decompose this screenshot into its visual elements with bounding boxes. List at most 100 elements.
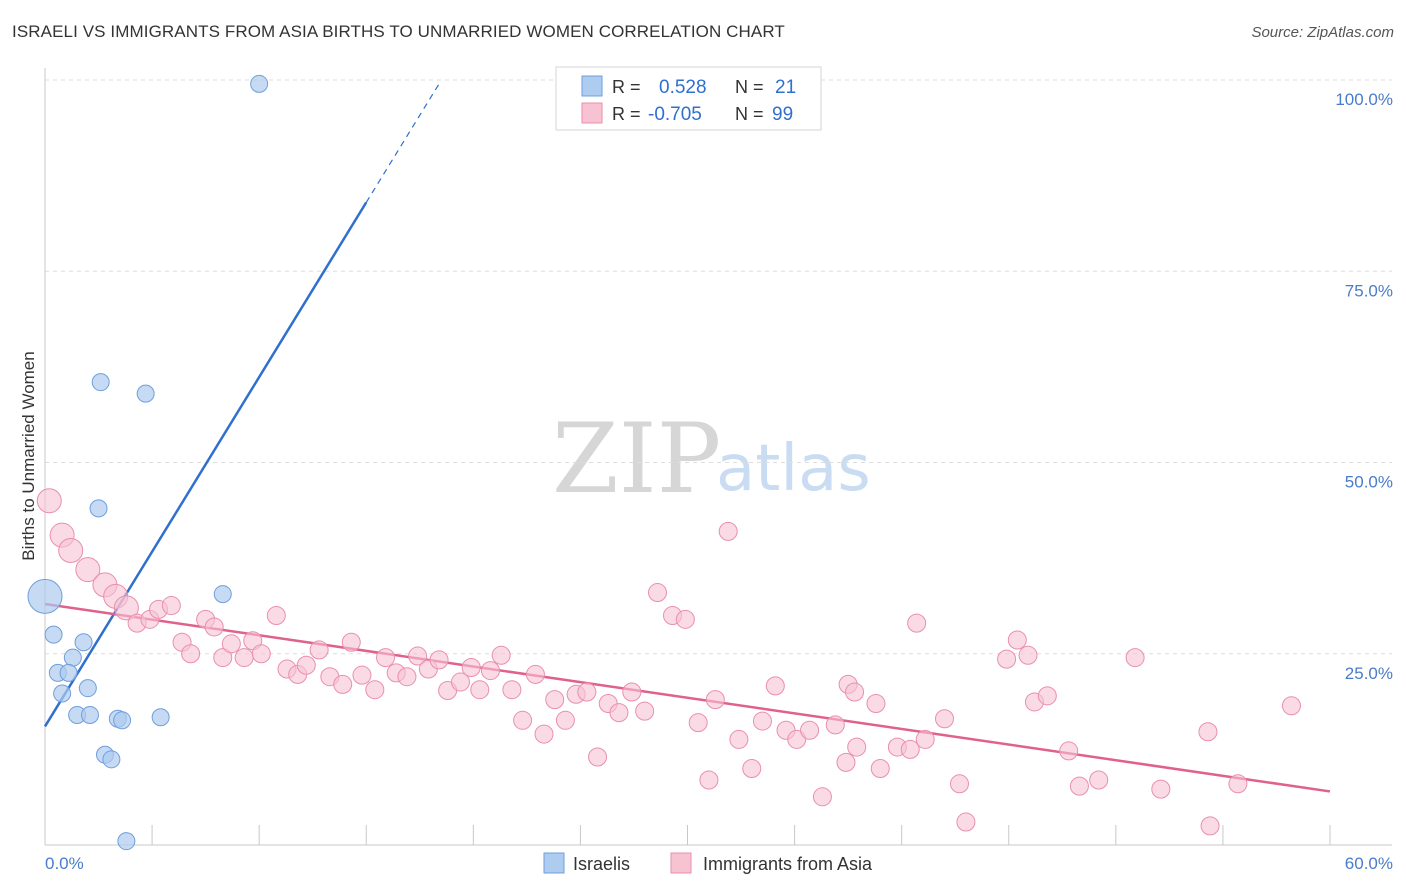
asia-point — [870, 759, 890, 778]
asia-point — [1089, 770, 1109, 790]
asia-point — [675, 609, 695, 629]
asia-point — [1228, 774, 1248, 794]
legend-asia-swatch — [670, 852, 692, 874]
asia-point — [234, 648, 254, 668]
asia-point — [1037, 686, 1057, 706]
asia-point — [825, 715, 845, 735]
asia-point — [1069, 776, 1089, 796]
asia-point — [752, 711, 772, 731]
asia-point — [352, 665, 372, 685]
asia-point — [204, 617, 224, 637]
asia-point — [609, 703, 629, 723]
israelis-point — [213, 585, 232, 604]
israelis-point — [59, 663, 78, 682]
asia-point — [900, 739, 920, 759]
asia-point — [845, 682, 865, 702]
asia-point — [309, 640, 329, 660]
grid — [45, 79, 1392, 845]
asia-n-label: N = — [735, 104, 764, 124]
y-tick-label: 100.0% — [1335, 90, 1393, 109]
asia-point — [113, 595, 139, 621]
asia-point — [1018, 645, 1038, 665]
asia-point — [251, 644, 271, 664]
y-tick-label: 25.0% — [1345, 664, 1393, 683]
asia-point — [213, 648, 233, 668]
asia-point — [742, 759, 762, 778]
asia-point — [1007, 630, 1027, 650]
asia-point — [765, 676, 785, 696]
asia-swatch — [581, 102, 603, 124]
asia-point — [648, 583, 668, 603]
israelis-point — [53, 684, 72, 703]
watermark-zip: ZIP — [552, 403, 721, 515]
israelis-point — [74, 633, 93, 652]
asia-point — [58, 537, 84, 563]
asia-point — [461, 658, 481, 678]
chart-title: ISRAELI VS IMMIGRANTS FROM ASIA BIRTHS T… — [12, 22, 785, 41]
israelis-n-label: N = — [735, 77, 764, 97]
watermark: ZIP atlas — [552, 403, 871, 515]
asia-point — [1125, 648, 1145, 668]
asia-point — [688, 713, 708, 733]
asia-point — [1059, 741, 1079, 761]
asia-point — [812, 787, 832, 807]
asia-point — [513, 710, 533, 730]
israelis-r-value: 0.528 — [659, 77, 707, 98]
asia-point — [450, 672, 470, 692]
x-tick-label-min: 0.0% — [45, 854, 84, 873]
asia-point — [221, 634, 241, 654]
israelis-point — [89, 499, 108, 518]
asia-point — [699, 770, 719, 790]
asia-point — [75, 557, 101, 583]
asia-point — [161, 596, 181, 616]
asia-point — [1151, 779, 1171, 799]
asia-point — [376, 648, 396, 668]
asia-point — [470, 680, 490, 700]
asia-point — [836, 752, 856, 772]
israelis-trend-line — [43, 201, 368, 728]
asia-point — [1281, 696, 1301, 716]
israelis-point — [117, 832, 136, 851]
data-points — [27, 74, 1301, 851]
israelis-point — [151, 708, 170, 727]
asia-point — [622, 682, 642, 702]
asia-point — [997, 649, 1017, 669]
asia-point — [787, 729, 807, 749]
israelis-point — [78, 679, 97, 698]
israelis-n-value: 21 — [775, 77, 796, 98]
asia-point — [534, 724, 554, 744]
asia-point — [555, 710, 575, 730]
israelis-point — [102, 750, 121, 769]
asia-n-value: 99 — [772, 104, 793, 125]
legend-israelis-label: Israelis — [573, 854, 630, 874]
asia-point — [635, 701, 655, 721]
israelis-point — [63, 648, 82, 667]
israelis-point — [113, 711, 132, 730]
israelis-trend-extension — [365, 83, 440, 203]
israelis-point — [27, 578, 63, 614]
legend-israelis-swatch — [543, 852, 565, 874]
source-credit: Source: ZipAtlas.com — [1251, 24, 1394, 41]
asia-point — [408, 646, 428, 666]
stats-legend: R = 0.528 N = 21 R = -0.705 N = 99 — [555, 66, 822, 131]
y-axis-title: Births to Unmarried Women — [19, 351, 38, 560]
asia-point — [907, 613, 927, 633]
asia-point — [266, 606, 286, 625]
legend-asia-label: Immigrants from Asia — [703, 854, 873, 874]
israelis-point — [44, 625, 63, 644]
israelis-point — [250, 74, 269, 93]
israelis-swatch — [581, 75, 603, 97]
asia-point — [341, 632, 361, 652]
asia-point — [847, 737, 867, 757]
asia-point — [935, 709, 954, 729]
asia-point — [800, 720, 820, 740]
y-tick-label: 50.0% — [1345, 473, 1393, 492]
asia-r-value: -0.705 — [648, 104, 702, 125]
asia-point — [949, 774, 969, 794]
asia-r-label: R = — [612, 104, 641, 124]
asia-point — [525, 664, 545, 684]
tick-labels: 25.0% 50.0% 75.0% 100.0% 0.0% 60.0% — [45, 90, 1393, 873]
y-tick-label: 75.0% — [1345, 281, 1393, 300]
axes — [44, 68, 1392, 846]
asia-point — [956, 812, 976, 832]
